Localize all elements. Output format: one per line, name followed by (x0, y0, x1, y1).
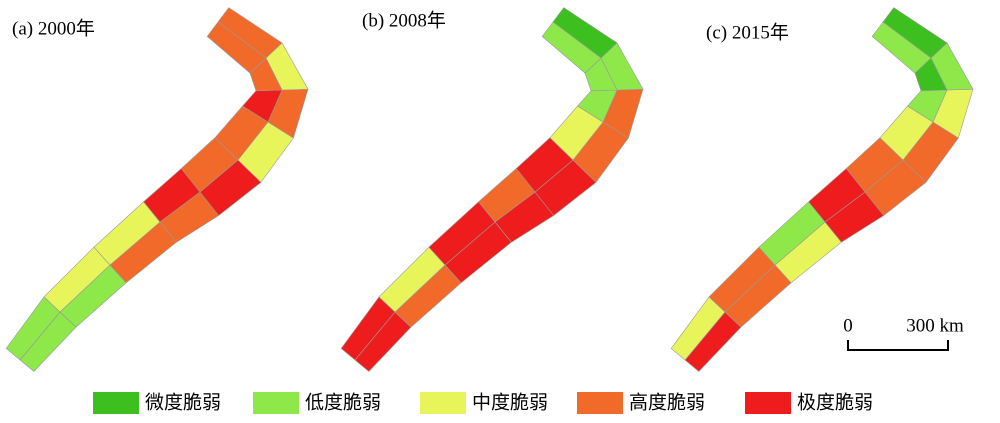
panel-label: (c) 2015年 (706, 21, 789, 43)
scale-end: 300 km (906, 315, 964, 336)
legend-swatch (93, 392, 139, 414)
legend: 微度脆弱 低度脆弱 中度脆弱 高度脆弱 极度脆弱 (93, 391, 873, 414)
legend-swatch (253, 392, 299, 414)
scale-bar: 0 300 km (843, 315, 964, 351)
map-panel (340, 7, 644, 372)
scale-start: 0 (843, 315, 853, 336)
legend-label: 高度脆弱 (629, 391, 705, 413)
maps (5, 7, 974, 372)
legend-label: 中度脆弱 (472, 391, 548, 413)
legend-swatch (577, 392, 623, 414)
region (541, 21, 602, 74)
region (871, 21, 932, 74)
map-panel (670, 7, 974, 372)
panel-label: (b) 2008年 (362, 9, 446, 31)
map-panel (5, 7, 309, 372)
legend-label: 低度脆弱 (305, 391, 381, 413)
legend-swatch (745, 392, 791, 414)
panel-label: (a) 2000年 (12, 17, 95, 39)
legend-label: 极度脆弱 (797, 391, 873, 413)
legend-swatch (420, 392, 466, 414)
legend-label: 微度脆弱 (145, 391, 221, 413)
region (206, 21, 267, 74)
